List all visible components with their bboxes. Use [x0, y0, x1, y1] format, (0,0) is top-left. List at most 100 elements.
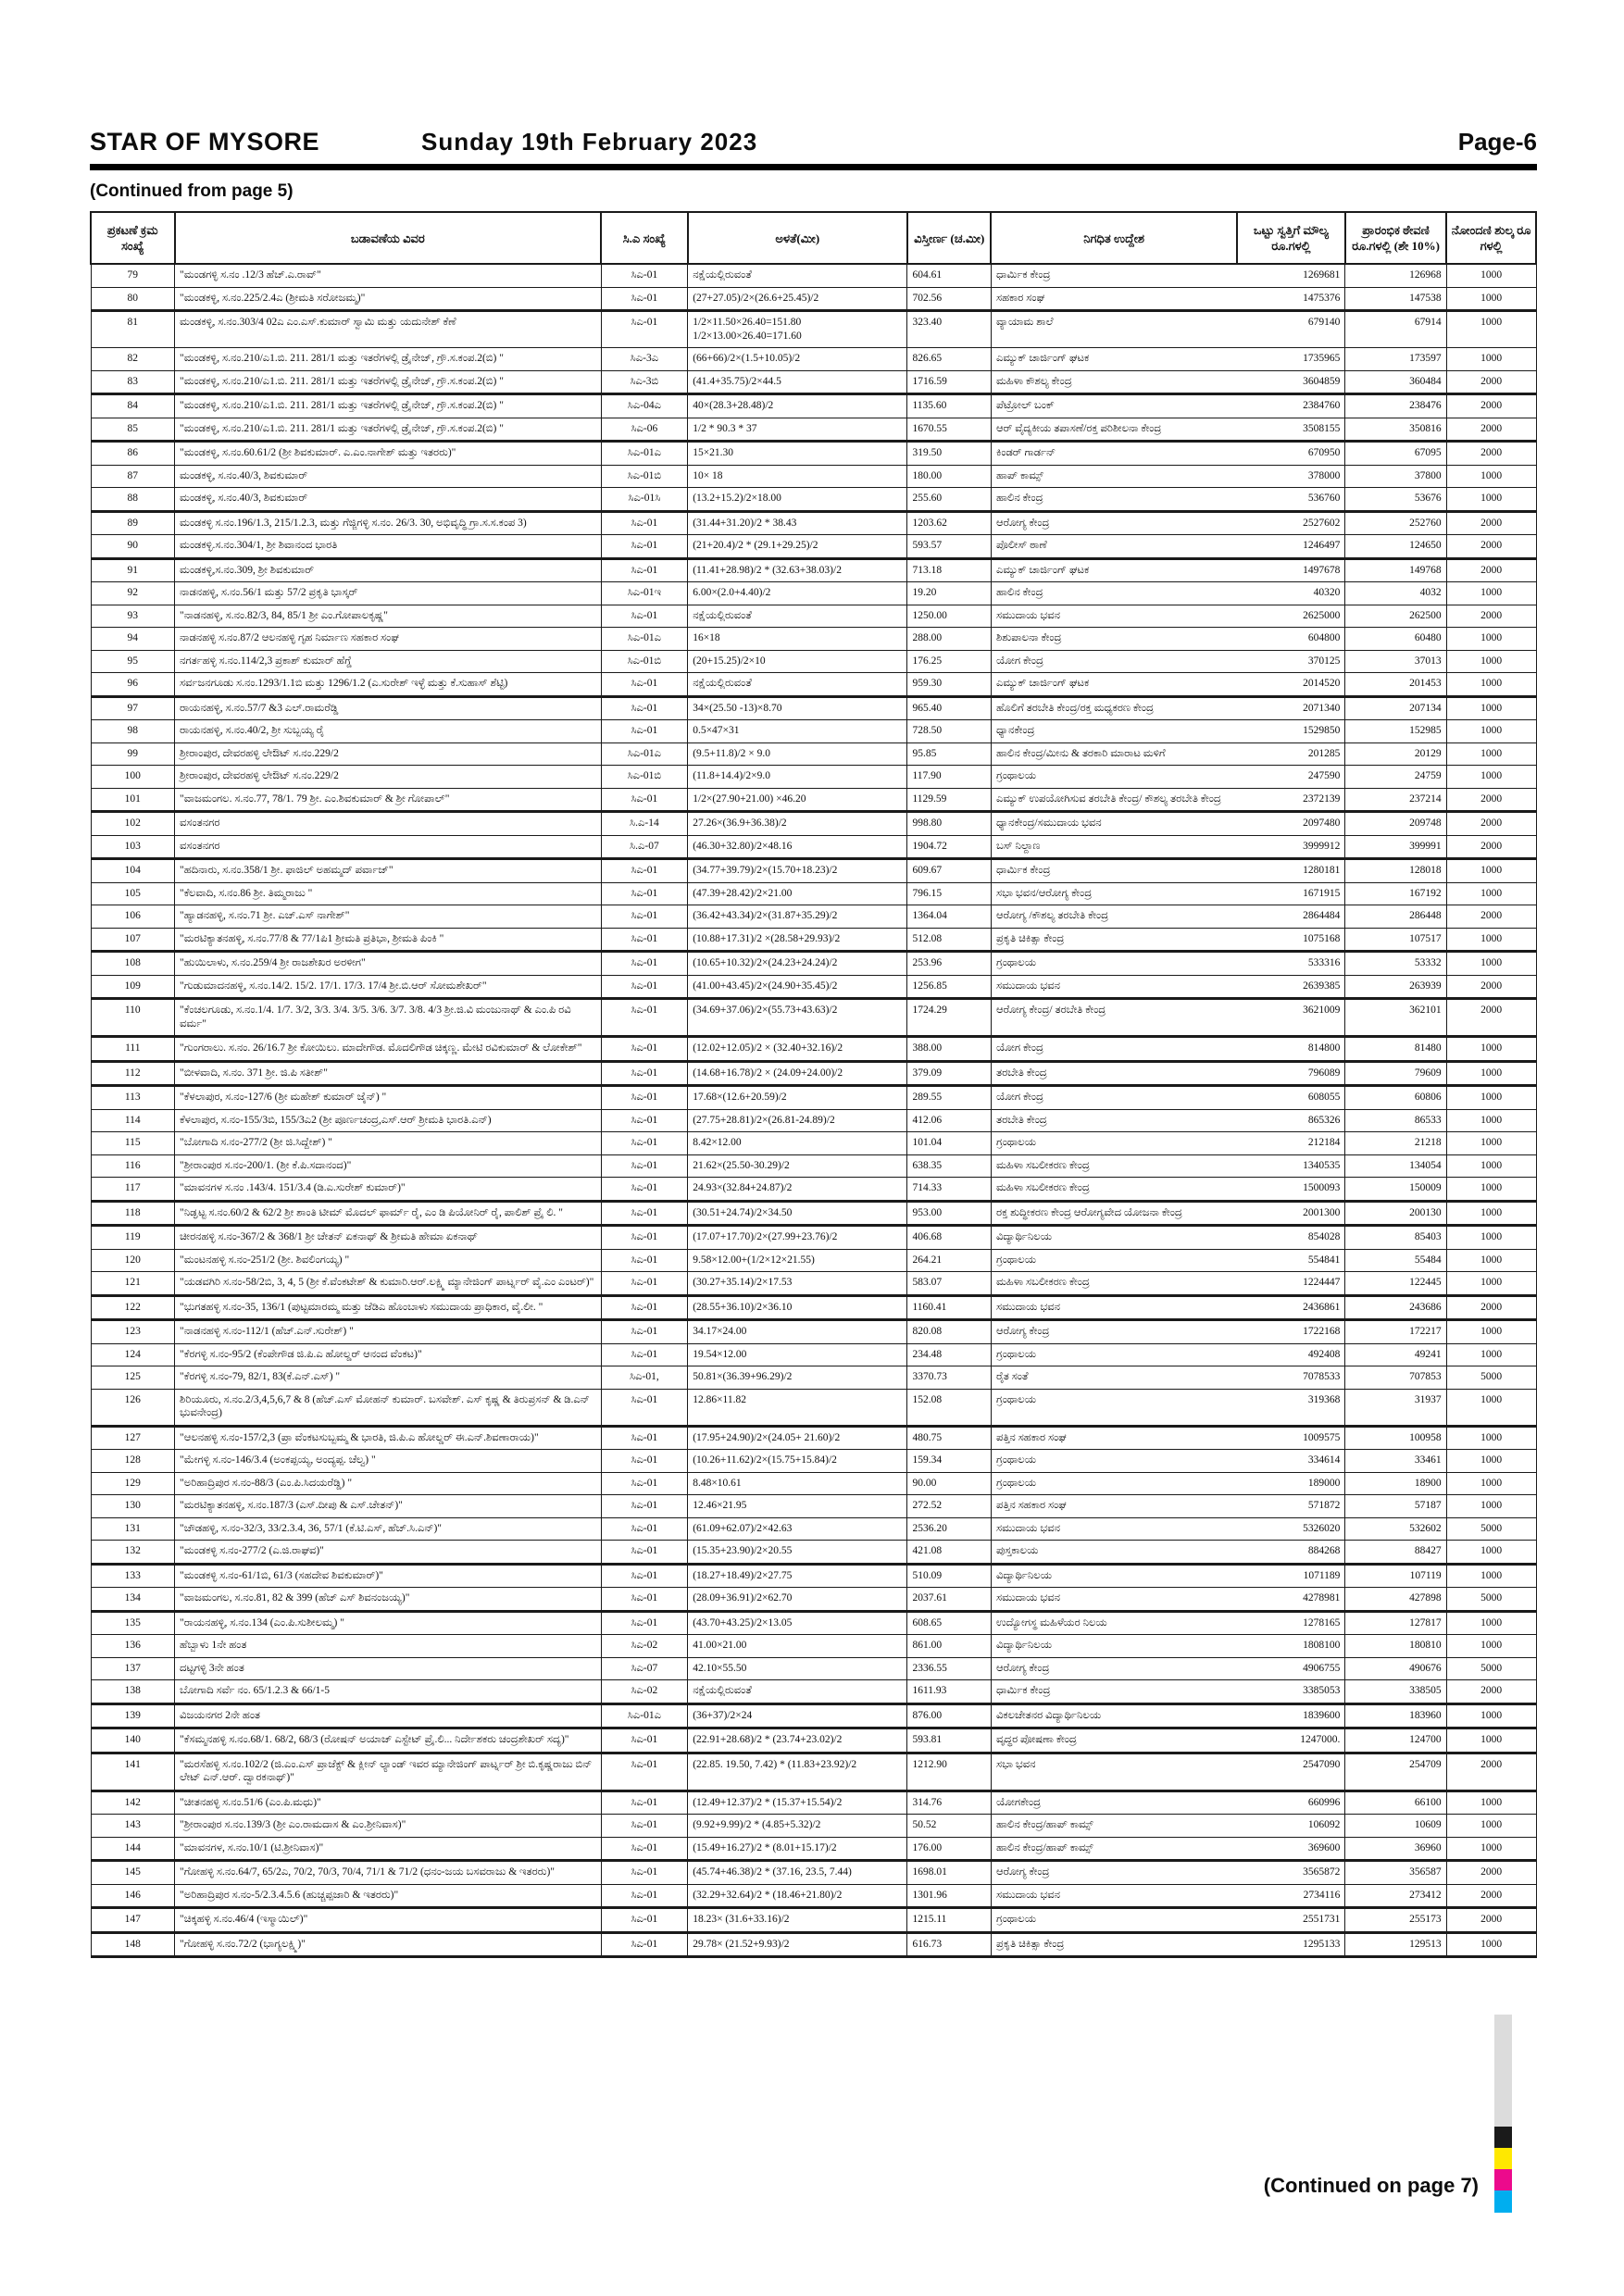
cell-registration-fee: 2000: [1445, 441, 1537, 466]
cell-purpose: ಯೋಗಕೇಂದ್ರ: [990, 1790, 1237, 1815]
cell-area: 101.04: [906, 1131, 992, 1155]
cell-registration-fee: 1000: [1445, 487, 1537, 513]
col-header-area: ವಿಸ್ತೀರ್ಣ (ಚ.ಮೀ): [906, 211, 993, 265]
cell-area: 421.08: [906, 1540, 992, 1566]
cell-layout-details: "ಕೆಸಮ್ಮನಹಳ್ಳಿ ಸ.ನಂ.68/1. 68/2, 68/3 (ರೋಷ…: [174, 1728, 602, 1754]
cell-layout-details: "ಕೆರಗಳ್ಳಿ ಸ.ನಂ-79, 82/1, 83(ಕೆ.ಎನ್.ಎಸ್) …: [174, 1366, 602, 1390]
cell-registration-fee: 2000: [1445, 417, 1537, 443]
cell-registration-fee: 2000: [1445, 834, 1537, 860]
cell-serial-no: 148: [90, 1931, 176, 1958]
cell-area: 1698.01: [906, 1860, 992, 1885]
cell-area: 2336.55: [906, 1656, 992, 1680]
cell-total-value: 2014520: [1236, 672, 1346, 698]
cell-registration-fee: 2000: [1445, 811, 1537, 836]
cell-initial-deposit: 262500: [1344, 604, 1447, 628]
cell-purpose: ಹಾಲಿನ ಕೇಂದ್ರ: [990, 581, 1237, 605]
cell-initial-deposit: 286448: [1344, 905, 1447, 929]
cell-total-value: 3621009: [1236, 998, 1346, 1038]
table-row: 80 "ಮಂಡಕಳ್ಳಿ, ಸ.ನಂ.225/2.4ಎ (ಶ್ರೀಮತಿ ಸರೋಜ…: [90, 286, 1537, 312]
cell-total-value: 3999912: [1236, 834, 1346, 860]
cell-measurement: 34.17×24.00: [687, 1319, 908, 1344]
cell-initial-deposit: 129513: [1344, 1931, 1447, 1958]
cell-initial-deposit: 53676: [1344, 487, 1447, 513]
cell-total-value: 1009575: [1236, 1425, 1346, 1450]
cell-purpose: ಎಮ್ಯುಕ್ ಚಾರ್ಜಿಂಗ್ ಘಟಕ: [990, 672, 1237, 698]
cell-initial-deposit: 33461: [1344, 1449, 1447, 1473]
cell-registration-fee: 1000: [1445, 1248, 1537, 1272]
cell-measurement: 1/2×11.50×26.40=151.80 1/2×13.00×26.40=1…: [687, 310, 908, 348]
cell-total-value: 865326: [1236, 1108, 1346, 1132]
cell-area: 159.34: [906, 1449, 992, 1473]
cell-registration-fee: 1000: [1445, 1225, 1537, 1250]
table-row: 102 ವಸಂತನಗರ ಸಿ.ಎ-14 27.26×(36.9+36.38)/2 998…: [90, 811, 1537, 836]
cell-area: 1724.29: [906, 998, 992, 1038]
cell-purpose: ವ್ಯಾಯಾಮ ಶಾಲೆ: [990, 310, 1237, 348]
cell-serial-no: 146: [90, 1883, 176, 1909]
cell-serial-no: 135: [90, 1610, 176, 1635]
table-row: 107 "ಮರಟಿಕ್ಯಾತನಹಳ್ಳಿ, ಸ.ನಂ.77/8 & 77/1ಪಿ1…: [90, 927, 1537, 953]
cell-registration-fee: 1000: [1445, 765, 1537, 789]
cyan-patch: [1494, 2190, 1512, 2213]
table-row: 120 "ಮಂಟನಹಳ್ಳಿ ಸ.ನಂ-251/2 (ಶ್ರೀ. ಶಿವಲಿಂಗಯ…: [90, 1248, 1537, 1272]
cell-registration-fee: 1000: [1445, 1728, 1537, 1754]
cell-initial-deposit: 150009: [1344, 1177, 1447, 1203]
cell-registration-fee: 5000: [1445, 1587, 1537, 1613]
cell-layout-details: ಬೋಗಾದಿ ಸರ್ವೆ ನಂ. 65/1.2.3 & 66/1-5: [174, 1679, 602, 1705]
cell-measurement: (47.39+28.42)/2×21.00: [687, 881, 908, 905]
cell-purpose: ಸಮುದಾಯ ಭವನ: [990, 1883, 1237, 1909]
cell-initial-deposit: 66100: [1344, 1790, 1447, 1815]
cell-serial-no: 128: [90, 1449, 176, 1473]
cell-registration-fee: 2000: [1445, 1860, 1537, 1885]
cell-layout-details: ಮಂಡಕಳ್ಳಿ,ಸ.ನಂ.309, ಶ್ರೀ ಶಿವಕುಮಾರ್: [174, 557, 602, 582]
cell-measurement: 0.5×47×31: [687, 719, 908, 743]
cell-purpose: ಧಾರ್ಮಿಕ ಕೇಂದ್ರ: [990, 263, 1237, 288]
cell-initial-deposit: 18900: [1344, 1471, 1447, 1495]
cell-measurement: 29.78× (21.52+9.93)/2: [687, 1931, 908, 1958]
cell-area: 714.33: [906, 1177, 992, 1203]
cell-registration-fee: 1000: [1445, 1814, 1537, 1838]
cell-ca-number: ಸಿಎ-01: [600, 1294, 689, 1321]
cell-area: 272.52: [906, 1494, 992, 1518]
cell-ca-number: ಸಿಎ-01: [600, 695, 689, 720]
cell-layout-details: ರಾಯನಹಳ್ಳಿ, ಸ.ನಂ.40/2, ಶ್ರೀ ಸುಬ್ಬಯ್ಯ ರೈ: [174, 719, 602, 743]
cell-registration-fee: 1000: [1445, 1036, 1537, 1063]
cell-layout-details: "ವಾಜಮಂಗಲ. ಸ.ನಂ.77, 78/1. 79 ಶ್ರೀ. ಎಂ.ಶಿವ…: [174, 787, 602, 813]
cell-initial-deposit: 173597: [1344, 347, 1447, 371]
cell-purpose: ಪತ್ತಿನ ಸಹಕಾರ ಸಂಘ: [990, 1425, 1237, 1450]
cell-registration-fee: 1000: [1445, 1154, 1537, 1178]
cell-total-value: 1529850: [1236, 719, 1346, 743]
cell-initial-deposit: 237214: [1344, 787, 1447, 813]
cell-total-value: 1295133: [1236, 1931, 1346, 1958]
cell-ca-number: ಸಿಎ-01ಎ: [600, 441, 689, 466]
cell-purpose: ಪುಸ್ತಕಾಲಯ: [990, 1540, 1237, 1566]
cell-layout-details: ದಟ್ಟಗಳ್ಳಿ 3ನೇ ಹಂತ: [174, 1656, 602, 1680]
table-row: 137 ದಟ್ಟಗಳ್ಳಿ 3ನೇ ಹಂತ ಸಿಎ-07 42.10×55.50 233…: [90, 1656, 1537, 1680]
cell-registration-fee: 2000: [1445, 974, 1537, 1000]
magenta-patch: [1494, 2169, 1512, 2190]
cell-purpose: ರಕ್ತ ಶುದ್ಧೀಕರಣ ಕೇಂದ್ರ ಆರೋಗ್ಯವೇದ ಯೋಜನಾ ಕೇ…: [990, 1200, 1237, 1227]
cell-purpose: ತರಬೇತಿ ಕೇಂದ್ರ: [990, 1108, 1237, 1132]
cell-area: 876.00: [906, 1703, 992, 1729]
cell-purpose: ಆರೋಗ್ಯ /ಕೌಶಲ್ಯ ತರಬೇತಿ ಕೇಂದ್ರ: [990, 905, 1237, 929]
cell-measurement: (34.69+37.06)/2×(55.73+43.63)/2: [687, 998, 908, 1038]
cell-ca-number: ಸಿಎ-01: [600, 1516, 689, 1541]
cell-area: 379.09: [906, 1060, 992, 1087]
cell-measurement: (15.35+23.90)/2×20.55: [687, 1540, 908, 1566]
col-header-layout: ಬಡಾವಣೆಯ ವಿವರ: [173, 211, 603, 265]
cell-registration-fee: 2000: [1445, 1907, 1537, 1934]
cell-measurement: 21.62×(25.50-30.29)/2: [687, 1154, 908, 1178]
cell-registration-fee: 1000: [1445, 1540, 1537, 1566]
cell-total-value: 212184: [1236, 1131, 1346, 1155]
cell-area: 959.30: [906, 672, 992, 698]
cell-layout-details: ಮಂಡಕಳ್ಳಿ, ಸ.ನಂ.40/3, ಶಿವಕುಮಾರ್: [174, 464, 602, 488]
cell-total-value: 40320: [1236, 581, 1346, 605]
cell-layout-details: "ಬೀಳವಾದಿ, ಸ.ನಂ. 371 ಶ್ರೀ. ಜಿ.ಪಿ ಸತೀಶ್": [174, 1060, 602, 1087]
cell-registration-fee: 2000: [1445, 510, 1537, 535]
table-row: 114 ಕೆಳಲಾಪುರ, ಸ.ನಂ-155/3ಬಿ, 155/3ಎ2 (ಶ್ರೀ…: [90, 1108, 1537, 1132]
cell-serial-no: 93: [90, 604, 176, 628]
cell-total-value: 1671915: [1236, 881, 1346, 905]
cell-registration-fee: 1000: [1445, 1085, 1537, 1110]
cell-purpose: ಎಮ್ಯುಕ್ ಚಾರ್ಜಿಂಗ್ ಘಟಕ: [990, 347, 1237, 371]
cell-initial-deposit: 67914: [1344, 310, 1447, 348]
cell-initial-deposit: 207134: [1344, 695, 1447, 720]
